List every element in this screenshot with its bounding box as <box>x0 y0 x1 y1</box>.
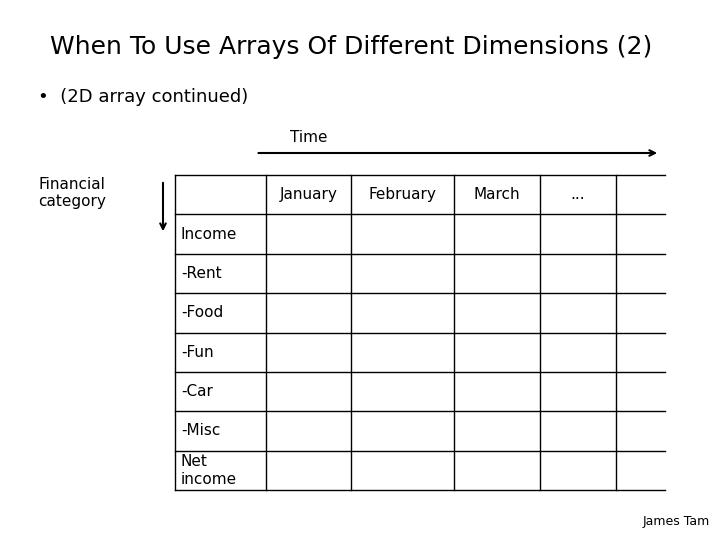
Text: •  (2D array continued): • (2D array continued) <box>38 88 248 106</box>
Text: When To Use Arrays Of Different Dimensions (2): When To Use Arrays Of Different Dimensio… <box>50 35 652 59</box>
Text: Time: Time <box>290 130 328 145</box>
Text: -Fun: -Fun <box>181 345 214 360</box>
Text: January: January <box>279 187 338 202</box>
Text: -Car: -Car <box>181 384 213 399</box>
Text: Net
income: Net income <box>181 454 237 487</box>
Text: Income: Income <box>181 227 238 241</box>
Text: ...: ... <box>571 187 585 202</box>
Text: February: February <box>369 187 437 202</box>
Text: -Food: -Food <box>181 305 223 320</box>
Text: March: March <box>474 187 521 202</box>
Text: Financial
category: Financial category <box>38 177 106 210</box>
Text: -Misc: -Misc <box>181 423 220 438</box>
Text: James Tam: James Tam <box>643 515 710 528</box>
Text: -Rent: -Rent <box>181 266 222 281</box>
